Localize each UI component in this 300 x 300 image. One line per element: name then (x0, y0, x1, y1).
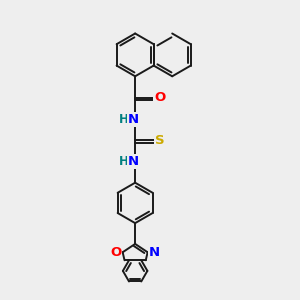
Text: N: N (128, 155, 139, 168)
Text: O: O (110, 246, 121, 259)
Text: H: H (119, 112, 129, 126)
Text: H: H (119, 155, 129, 168)
Text: S: S (155, 134, 165, 147)
Text: O: O (154, 91, 166, 104)
Text: N: N (128, 112, 139, 126)
Text: N: N (149, 246, 160, 259)
